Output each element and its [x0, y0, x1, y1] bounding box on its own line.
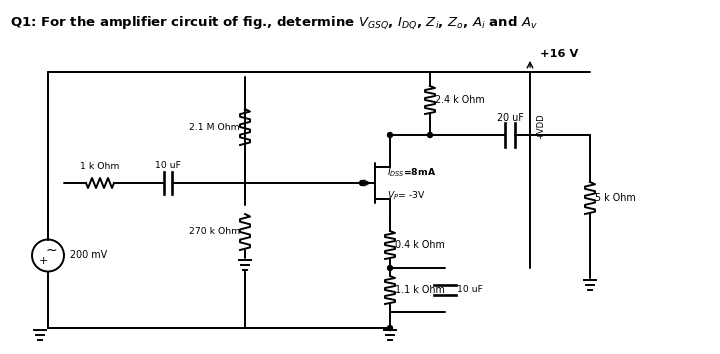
Text: 270 k Ohm: 270 k Ohm — [189, 228, 240, 236]
Text: 0.4 k Ohm: 0.4 k Ohm — [395, 240, 445, 250]
Text: $V_P$= -3V: $V_P$= -3V — [387, 189, 426, 201]
Text: 1.1 k Ohm: 1.1 k Ohm — [395, 285, 445, 295]
Circle shape — [428, 132, 433, 137]
Text: 10 uF: 10 uF — [457, 285, 483, 295]
Circle shape — [387, 132, 392, 137]
Text: +16 V: +16 V — [540, 49, 578, 59]
Circle shape — [359, 181, 364, 185]
Text: 2.1 M Ohm: 2.1 M Ohm — [189, 122, 240, 131]
Text: $I_{DSS}$=8mA: $I_{DSS}$=8mA — [387, 166, 436, 179]
Text: +VDD: +VDD — [536, 113, 545, 139]
Text: Q1: For the amplifier circuit of fig., determine $V_{GSQ}$, $I_{DQ}$, $Z_i$, $Z_: Q1: For the amplifier circuit of fig., d… — [10, 14, 538, 31]
Circle shape — [387, 325, 392, 331]
Text: 2.4 k Ohm: 2.4 k Ohm — [435, 95, 485, 105]
Circle shape — [387, 266, 392, 270]
Text: 10 uF: 10 uF — [155, 161, 181, 170]
Text: +: + — [38, 256, 48, 266]
Text: 200 mV: 200 mV — [70, 251, 107, 261]
Text: 20 uF: 20 uF — [497, 113, 523, 123]
Text: 5 k Ohm: 5 k Ohm — [595, 193, 636, 203]
Text: ~: ~ — [45, 244, 57, 257]
Text: 1 k Ohm: 1 k Ohm — [81, 162, 120, 171]
